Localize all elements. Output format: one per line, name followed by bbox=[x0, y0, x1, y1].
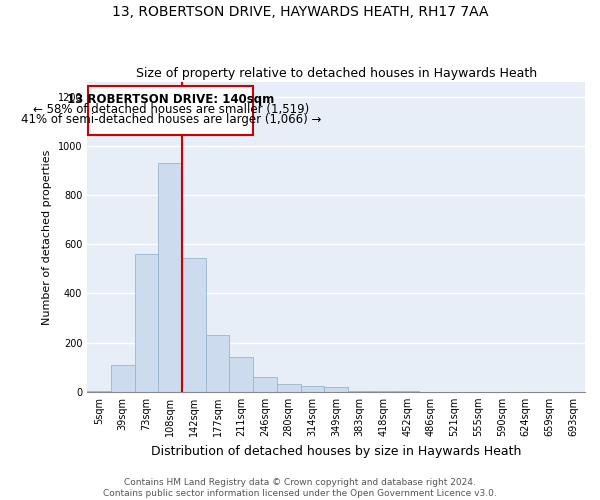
Bar bbox=[277, 384, 301, 392]
Text: Contains HM Land Registry data © Crown copyright and database right 2024.
Contai: Contains HM Land Registry data © Crown c… bbox=[103, 478, 497, 498]
Text: 41% of semi-detached houses are larger (1,066) →: 41% of semi-detached houses are larger (… bbox=[20, 113, 321, 126]
Bar bbox=[134, 254, 158, 392]
Bar bbox=[182, 258, 206, 392]
Bar bbox=[324, 388, 348, 392]
Bar bbox=[371, 390, 395, 392]
Bar bbox=[253, 377, 277, 392]
Bar bbox=[87, 390, 111, 392]
Bar bbox=[206, 336, 229, 392]
Text: ← 58% of detached houses are smaller (1,519): ← 58% of detached houses are smaller (1,… bbox=[32, 104, 309, 117]
FancyBboxPatch shape bbox=[88, 86, 253, 135]
Bar bbox=[229, 358, 253, 392]
Bar bbox=[348, 390, 371, 392]
Bar bbox=[158, 163, 182, 392]
Bar bbox=[301, 386, 324, 392]
X-axis label: Distribution of detached houses by size in Haywards Heath: Distribution of detached houses by size … bbox=[151, 444, 521, 458]
Title: Size of property relative to detached houses in Haywards Heath: Size of property relative to detached ho… bbox=[136, 66, 536, 80]
Y-axis label: Number of detached properties: Number of detached properties bbox=[42, 149, 52, 324]
Text: 13 ROBERTSON DRIVE: 140sqm: 13 ROBERTSON DRIVE: 140sqm bbox=[67, 93, 274, 106]
Text: 13, ROBERTSON DRIVE, HAYWARDS HEATH, RH17 7AA: 13, ROBERTSON DRIVE, HAYWARDS HEATH, RH1… bbox=[112, 5, 488, 19]
Bar bbox=[111, 365, 134, 392]
